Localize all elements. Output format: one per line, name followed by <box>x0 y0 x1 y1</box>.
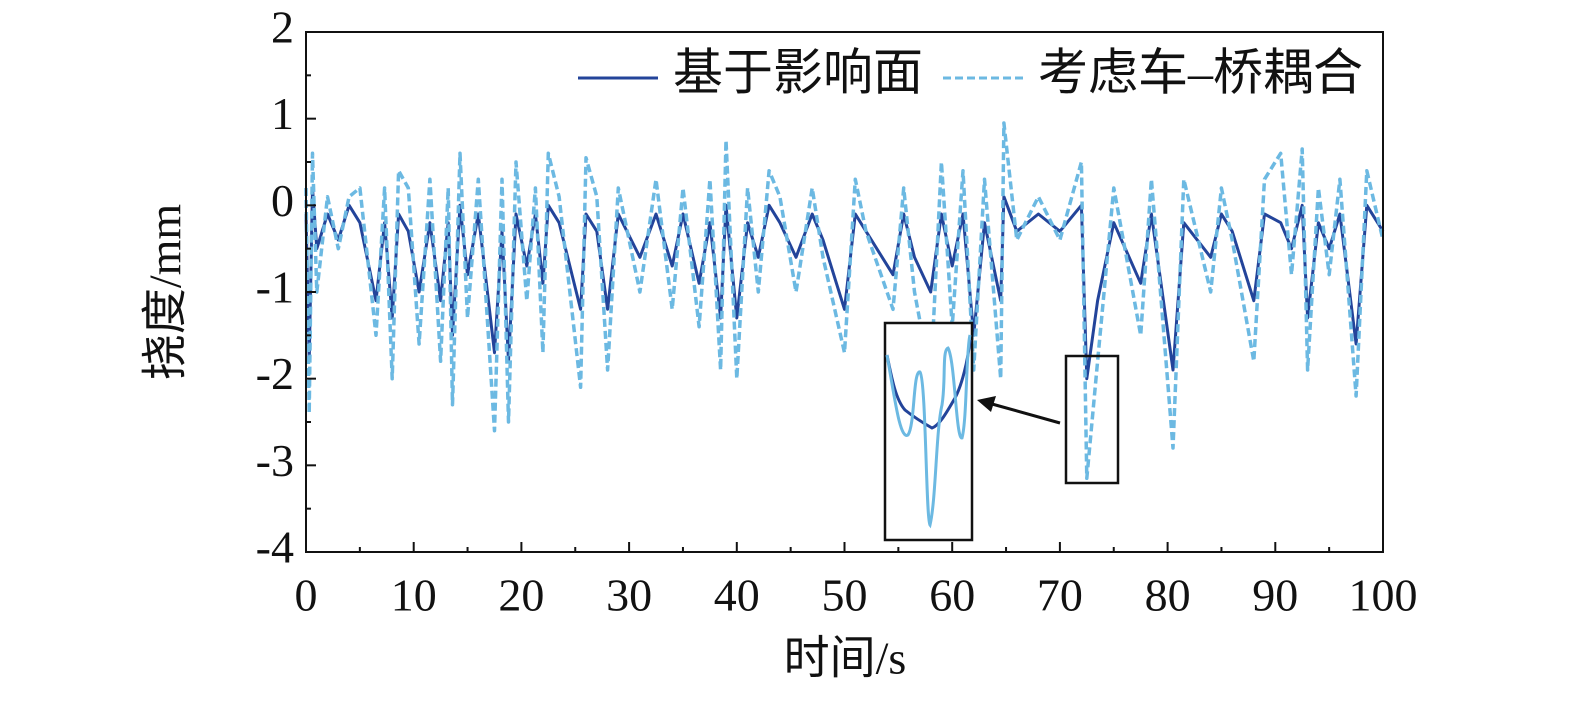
y-tick-label: -1 <box>256 262 294 313</box>
x-tick-label: 10 <box>391 570 437 621</box>
zoom-inset <box>883 321 1120 542</box>
x-tick-label: 80 <box>1145 570 1191 621</box>
x-tick-label: 30 <box>606 570 652 621</box>
legend: 基于影响面 考虑车–桥耦合 <box>578 44 1363 100</box>
x-tick-label: 90 <box>1252 570 1298 621</box>
y-axis-label: 挠度/mm <box>140 204 191 381</box>
x-tick-label: 60 <box>929 570 975 621</box>
x-tick-label: 0 <box>295 570 318 621</box>
arrow <box>991 402 1061 425</box>
y-tick-label: -4 <box>256 522 294 573</box>
series-line <box>304 121 1385 481</box>
x-tick-label: 70 <box>1037 570 1083 621</box>
y-tick-label: -3 <box>256 435 294 486</box>
zoom-region <box>1064 354 1120 485</box>
y-tick-label: -2 <box>256 348 294 399</box>
inset-curve <box>885 339 972 430</box>
x-tick-label: 20 <box>498 570 544 621</box>
x-tick-label: 100 <box>1349 570 1418 621</box>
legend-label: 考虑车–桥耦合 <box>1038 44 1363 100</box>
x-tick-label: 50 <box>822 570 868 621</box>
x-tick-label: 40 <box>714 570 760 621</box>
y-tick-label: 2 <box>271 2 294 53</box>
legend-label: 基于影响面 <box>673 44 923 100</box>
inset-curve <box>885 334 972 529</box>
y-tick-label: 1 <box>271 88 294 139</box>
arrow-head <box>977 396 996 412</box>
x-axis-label: 时间/s <box>784 633 907 684</box>
y-tick-label: 0 <box>271 175 294 226</box>
